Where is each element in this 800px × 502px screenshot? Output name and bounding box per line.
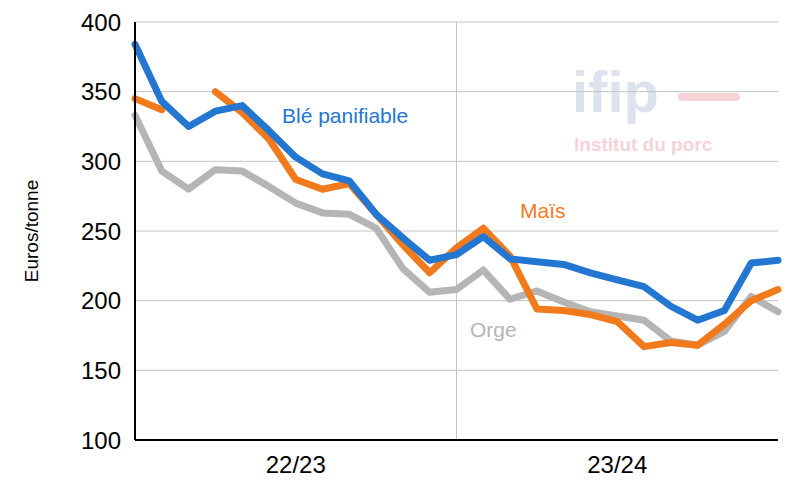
svg-text:350: 350 xyxy=(81,78,121,105)
svg-text:200: 200 xyxy=(81,287,121,314)
svg-text:ifip: ifip xyxy=(572,59,659,124)
svg-text:23/24: 23/24 xyxy=(587,451,647,478)
svg-text:Maïs: Maïs xyxy=(520,199,566,222)
svg-text:250: 250 xyxy=(81,218,121,245)
svg-text:22/23: 22/23 xyxy=(266,451,326,478)
svg-text:Euros/tonne: Euros/tonne xyxy=(21,180,42,282)
svg-text:100: 100 xyxy=(81,427,121,454)
svg-text:Orge: Orge xyxy=(470,318,517,341)
svg-text:Institut du porc: Institut du porc xyxy=(574,134,713,155)
svg-text:150: 150 xyxy=(81,357,121,384)
svg-text:400: 400 xyxy=(81,9,121,36)
svg-text:Blé panifiable: Blé panifiable xyxy=(282,104,408,127)
svg-text:300: 300 xyxy=(81,148,121,175)
